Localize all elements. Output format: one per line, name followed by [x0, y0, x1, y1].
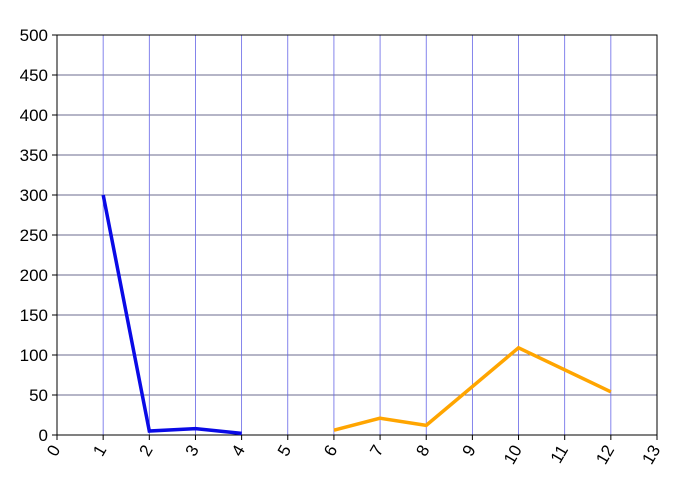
- x-tick-label: 1: [89, 442, 110, 460]
- y-tick-label: 300: [20, 186, 48, 205]
- x-tick-label: 13: [638, 442, 664, 468]
- series-line-1: [101, 194, 242, 436]
- x-tick-label: 10: [500, 442, 526, 468]
- y-tick-label: 350: [20, 146, 48, 165]
- x-tick-label: 3: [182, 442, 203, 460]
- x-tick-label: 7: [366, 442, 387, 460]
- x-tick-label: 11: [547, 442, 572, 467]
- x-tick-label: 9: [459, 442, 480, 460]
- x-tick-label: 5: [274, 442, 295, 460]
- y-tick-label: 500: [20, 26, 48, 45]
- grid: [57, 34, 658, 435]
- y-tick-label: 0: [39, 426, 48, 445]
- x-tick-label: 0: [43, 442, 64, 460]
- x-tick-label: 2: [135, 442, 156, 460]
- x-tick-label: 12: [592, 442, 618, 468]
- x-tick-label: 8: [412, 442, 433, 460]
- y-tick-label: 100: [20, 346, 48, 365]
- y-tick-label: 400: [20, 106, 48, 125]
- y-tick-label: 450: [20, 66, 48, 85]
- axes: [52, 34, 658, 440]
- x-tick-label: 6: [320, 442, 341, 460]
- series-line-2: [333, 345, 612, 432]
- x-tick-label: 4: [228, 442, 249, 460]
- y-tick-label: 250: [20, 226, 48, 245]
- y-tick-label: 200: [20, 266, 48, 285]
- y-tick-label: 150: [20, 306, 48, 325]
- series-group: [101, 194, 612, 436]
- y-tick-label: 50: [29, 386, 48, 405]
